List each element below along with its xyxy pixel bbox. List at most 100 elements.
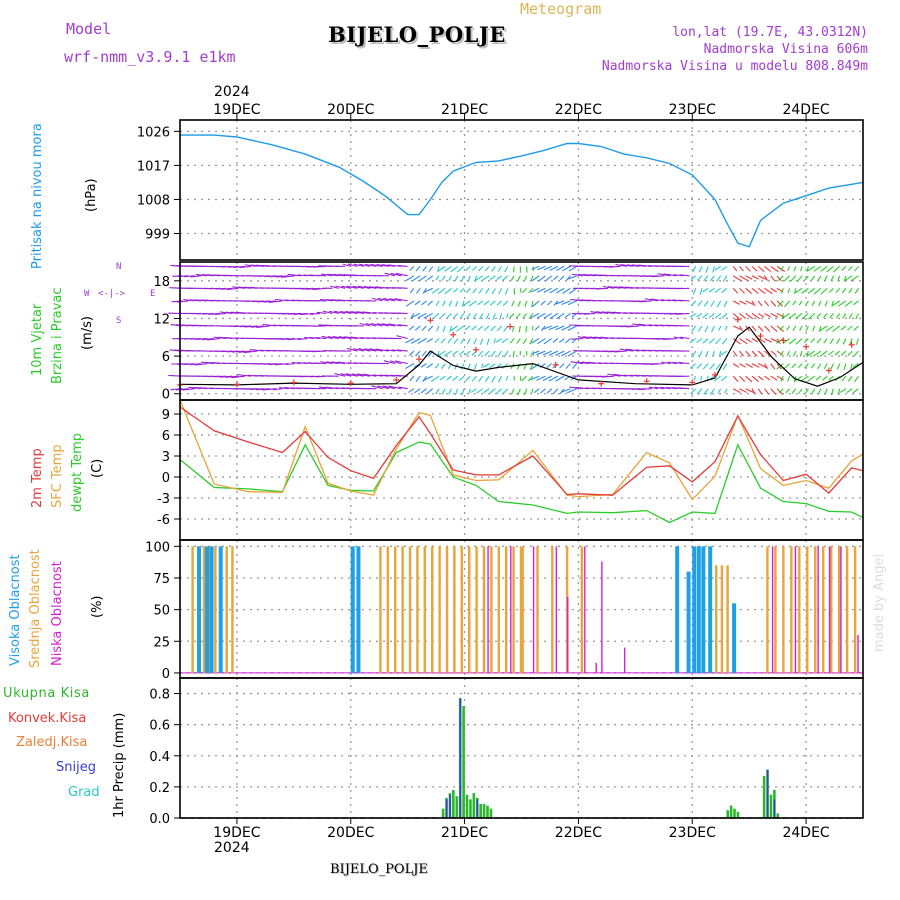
mid-cloud-bar: [790, 546, 793, 673]
wind-arrow: [807, 265, 815, 272]
mid-cloud-bar: [766, 546, 769, 673]
wind-arrow: [724, 388, 728, 394]
wind-arrow: [504, 288, 509, 295]
wind-arrow: [214, 312, 227, 316]
mid-cloud-bar: [814, 546, 817, 673]
y-tick-label: 6: [162, 429, 170, 444]
wind-arrow: [522, 287, 528, 293]
wind-arrow: [696, 338, 703, 344]
wind-arrow: [791, 388, 797, 394]
wind-arrow: [722, 363, 728, 370]
wind-arrow: [378, 297, 390, 302]
wind-arrow: [776, 275, 782, 282]
wind-arrow: [517, 275, 521, 282]
wind-arrow: [722, 275, 728, 282]
wind-arrow: [365, 322, 377, 327]
wind-arrow: [805, 325, 809, 332]
wind-arrow: [262, 323, 277, 327]
y-tick-label: 0.4: [149, 750, 170, 765]
wind-arrow: [764, 287, 773, 295]
wind-arrow: [484, 266, 490, 272]
wind-arrow: [337, 361, 352, 365]
mid-cloud-bar: [445, 546, 449, 673]
lonlat-label: lon,lat (19.7E, 43.0312N): [672, 25, 868, 40]
wind-arrow: [732, 287, 739, 294]
wind-arrow: [448, 275, 452, 281]
y-tick-label: 0.8: [149, 688, 170, 703]
wind-arrow: [751, 350, 758, 357]
y-tick-label: 25: [153, 635, 170, 650]
wind-arrow: [315, 274, 327, 277]
wind-arrow: [702, 287, 709, 293]
wind-arrow: [626, 325, 640, 328]
wind-arrow: [777, 300, 784, 308]
wind-arrow: [810, 338, 816, 344]
wind-arrow: [293, 312, 308, 315]
wind-arrow: [745, 287, 753, 294]
wind-arrow: [455, 300, 459, 307]
low-cloud-bar: [840, 546, 842, 673]
wind-arrow: [397, 264, 408, 267]
precip-legend-total: Ukupna Kisa: [3, 686, 90, 701]
wind-arrow: [388, 323, 402, 327]
wind-arrow: [824, 275, 828, 281]
wind-arrow: [371, 385, 383, 390]
wind-arrow: [638, 323, 652, 327]
wind-arrow: [237, 374, 252, 377]
wind-arrow: [807, 287, 815, 294]
precip-snow-bar: [476, 799, 479, 818]
wind-arrow: [369, 286, 383, 289]
wind-arrow: [531, 265, 540, 270]
wind-arrow: [717, 388, 722, 394]
wind-arrow: [555, 300, 565, 305]
low-cloud-bar: [532, 546, 535, 673]
wind-arrow: [764, 338, 773, 343]
mid-cloud-bar: [386, 546, 390, 673]
wind-arrow: [697, 300, 703, 307]
wind-arrow: [531, 388, 534, 394]
high-cloud-bar: [350, 546, 355, 673]
precip-snow-bar: [449, 794, 451, 818]
wind-arrow: [479, 338, 484, 345]
wind-arrow: [781, 313, 784, 319]
wind-arrow: [411, 275, 421, 282]
wind-arrow: [328, 310, 339, 314]
wind-arrow: [732, 300, 740, 305]
wind-arrow: [440, 313, 446, 318]
wind-arrow: [517, 300, 521, 307]
x-label-top: 21DEC: [441, 102, 488, 118]
wind-arrow: [739, 266, 744, 272]
wind-arrow: [820, 287, 828, 295]
wind-arrow: [219, 375, 233, 378]
wind-arrow: [522, 313, 528, 319]
wind-arrow: [720, 350, 728, 356]
precip-total-bar: [455, 796, 459, 818]
wind-arrow: [732, 388, 741, 394]
wind-arrow: [384, 272, 396, 277]
wind-arrow: [350, 336, 364, 340]
precip-legend-snow: Snijeg: [56, 760, 96, 775]
wind-arrow: [405, 300, 415, 307]
wind-arrow: [452, 350, 459, 356]
mid-cloud-bar: [512, 546, 515, 673]
wind-arrow: [803, 338, 809, 344]
wind-arrow: [824, 300, 828, 307]
wind-arrow: [335, 285, 346, 289]
mid-cloud-bar: [423, 546, 427, 673]
wind-arrow: [818, 325, 822, 332]
wind-arrow: [553, 275, 559, 281]
wind-arrow: [614, 286, 627, 289]
wind-arrow: [527, 375, 534, 382]
wind-arrow: [589, 336, 602, 340]
wind-arrow: [635, 349, 646, 352]
wind-arrow: [745, 350, 752, 357]
model-name: wrf-nmm_v3.9.1 e1km: [64, 48, 236, 66]
wind-arrow: [460, 363, 465, 370]
wind-arrow: [408, 350, 415, 356]
wind-arrow: [783, 275, 790, 282]
low-cloud-bar: [828, 546, 831, 673]
wind-arrow: [351, 311, 364, 314]
wind-arrow: [409, 266, 415, 271]
wind-arrow: [703, 275, 709, 282]
wind-arrow: [777, 275, 784, 282]
